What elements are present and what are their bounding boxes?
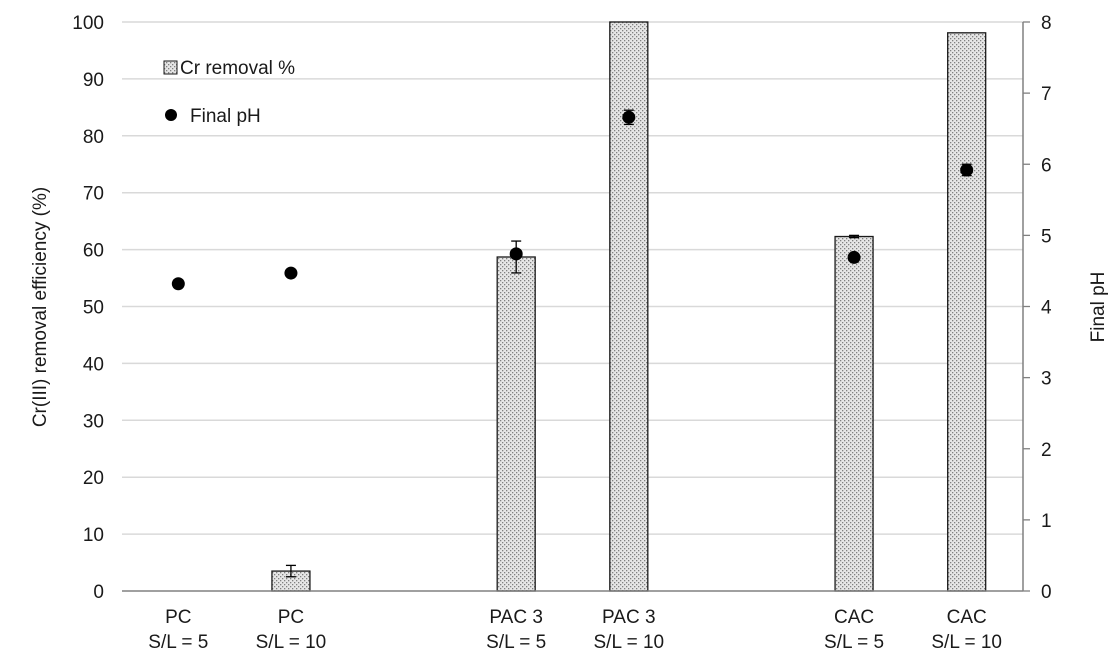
x-tick-label: S/L = 10 [256,632,327,653]
y-tick-label: 90 [83,70,104,91]
y2-tick-label: 3 [1041,369,1052,390]
data-point [960,163,974,177]
tick-labels: 0 10 20 30 40 50 60 70 80 90 100 0 1 2 3 4 5 6 7 8 PC S/L = 5… [72,13,1052,653]
bar [947,32,987,592]
x-tick-label: PAC 3 [602,607,656,628]
y-tick-label: 50 [83,298,104,319]
legend-label-point: Final pH [190,106,261,127]
legend-label-bar: Cr removal % [180,58,295,79]
y2-tick-label: 0 [1041,582,1052,603]
bar [609,21,649,592]
y-tick-label: 100 [72,13,104,34]
y2-tick-label: 7 [1041,84,1052,105]
y-tick-label: 20 [83,468,104,489]
legend: Cr removal % Final pH [163,58,295,127]
y-tick-label: 60 [83,241,104,262]
legend-swatch-bar [163,60,178,75]
x-tick-label: S/L = 10 [594,632,665,653]
x-tick-label: S/L = 5 [824,632,884,653]
y-tick-label: 40 [83,354,104,375]
axes [122,21,1030,592]
y2-tick-label: 1 [1041,511,1052,532]
data-point [847,250,861,264]
x-tick-label: S/L = 10 [931,632,1002,653]
data-point [509,247,523,261]
data-point [622,110,636,124]
x-tick-label: CAC [834,607,874,628]
y-tick-label: 30 [83,411,104,432]
bar [834,235,874,592]
bar [496,256,536,592]
y2-tick-label: 6 [1041,155,1052,176]
y2-tick-label: 2 [1041,440,1052,461]
x-tick-label: PAC 3 [489,607,543,628]
legend-marker-point [165,109,177,121]
y-axis-title: Cr(III) removal efficiency (%) [30,187,51,427]
x-tick-label: PC [165,607,191,628]
x-tick-label: PC [278,607,304,628]
x-tick-label: CAC [947,607,987,628]
point-series [171,109,974,291]
x-tick-label: S/L = 5 [148,632,208,653]
y2-tick-label: 8 [1041,13,1052,34]
gridlines [122,21,1023,535]
y2-tick-label: 4 [1041,298,1052,319]
data-point [284,266,298,280]
y-tick-label: 0 [93,582,104,603]
y2-tick-label: 5 [1041,226,1052,247]
data-point [171,277,185,291]
y-tick-label: 70 [83,184,104,205]
y-tick-label: 10 [83,525,104,546]
y-tick-label: 80 [83,127,104,148]
y2-axis-title: Final pH [1088,272,1109,343]
x-tick-label: S/L = 5 [486,632,546,653]
